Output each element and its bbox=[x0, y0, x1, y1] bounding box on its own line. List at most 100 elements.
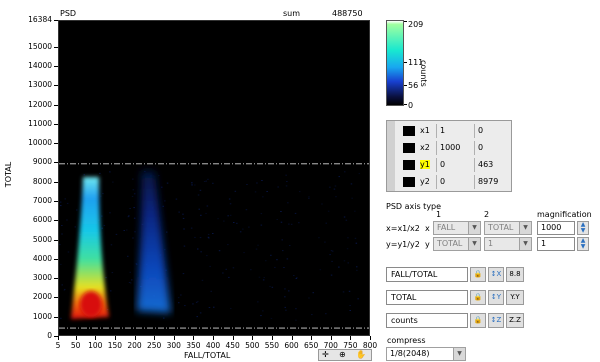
x-format-button[interactable]: 8.8 bbox=[506, 267, 524, 282]
cursor-swatch-icon[interactable] bbox=[403, 126, 415, 136]
y-tick-mark bbox=[54, 85, 58, 87]
chevron-down-icon[interactable]: ▼ bbox=[519, 222, 531, 234]
y-tick-label: 7000 bbox=[32, 195, 52, 205]
compress-value: 1/8(2048) bbox=[390, 349, 430, 358]
heatmap-noise-cell bbox=[284, 306, 286, 308]
chevron-down-icon[interactable]: ▼ bbox=[468, 238, 480, 250]
z-autoscale-icon[interactable]: ↕Z bbox=[488, 313, 504, 328]
heatmap-noise-cell bbox=[232, 267, 235, 269]
heatmap-noise-cell bbox=[321, 203, 323, 205]
y-magnification-input[interactable]: 1 bbox=[537, 237, 575, 251]
y-tick-mark bbox=[54, 162, 58, 164]
x-axis-letter: x bbox=[425, 224, 430, 233]
cursor-x-value: 1 bbox=[440, 126, 446, 135]
lock-icon[interactable]: 🔒 bbox=[470, 290, 486, 305]
lock-icon[interactable]: 🔒 bbox=[470, 267, 486, 282]
compress-select[interactable]: 1/8(2048) ▼ bbox=[386, 347, 466, 361]
y-tick-mark bbox=[54, 143, 58, 145]
heatmap-noise-cell bbox=[233, 222, 235, 223]
cursor-row-x1[interactable]: x1 1 0 bbox=[398, 124, 510, 138]
graph-palette[interactable]: ✛ ⊕ ✋ bbox=[318, 349, 372, 361]
zoom-icon[interactable]: ⊕ bbox=[339, 350, 346, 359]
heatmap-noise-cell bbox=[349, 310, 351, 311]
heatmap-noise-cell bbox=[201, 279, 204, 281]
cursor-swatch-icon[interactable] bbox=[403, 143, 415, 153]
y-axis-name-field[interactable]: TOTAL bbox=[386, 290, 468, 305]
y-tick-mark bbox=[54, 123, 58, 125]
heatmap-noise-cell bbox=[66, 219, 68, 221]
psd-heatmap[interactable] bbox=[59, 21, 370, 336]
x-tick-label: 100 bbox=[88, 341, 103, 350]
heatmap-noise-cell bbox=[283, 267, 285, 268]
heatmap-noise-cell bbox=[335, 196, 337, 198]
heatmap-noise-cell bbox=[205, 212, 207, 214]
chevron-down-icon[interactable]: ▼ bbox=[468, 222, 480, 234]
heatmap-noise-cell bbox=[199, 312, 202, 314]
heatmap-noise-cell bbox=[345, 219, 348, 221]
y-format-button[interactable]: Y.Y bbox=[506, 290, 524, 305]
heatmap-noise-cell bbox=[266, 191, 268, 192]
x-select-2[interactable]: TOTAL ▼ bbox=[484, 221, 532, 235]
x-tick-label: 650 bbox=[303, 341, 319, 350]
cursor-swatch-icon[interactable] bbox=[403, 160, 415, 170]
y-tick-mark bbox=[54, 297, 58, 299]
heatmap-noise-cell bbox=[105, 277, 107, 279]
y-select-1[interactable]: TOTAL ▼ bbox=[433, 237, 481, 251]
psd-axis-title: PSD axis type bbox=[386, 202, 442, 211]
chevron-down-icon[interactable]: ▼ bbox=[519, 238, 531, 250]
x-tick-label: 5 bbox=[55, 341, 61, 350]
y-tick-mark bbox=[54, 278, 58, 280]
heatmap-noise-cell bbox=[286, 258, 289, 260]
y-magnification-stepper[interactable]: ▲ ▼ bbox=[577, 237, 589, 251]
heatmap-noise-cell bbox=[260, 315, 262, 317]
y-select-1-value: TOTAL bbox=[437, 239, 463, 248]
z-format-button[interactable]: Z.Z bbox=[506, 313, 524, 328]
x-magnification-input[interactable]: 1000 bbox=[537, 221, 575, 235]
heatmap-noise-cell bbox=[325, 313, 327, 315]
heatmap-noise-cell bbox=[178, 211, 180, 213]
lock-icon[interactable]: 🔒 bbox=[470, 313, 486, 328]
cursor-row-y2[interactable]: y2 0 8979 bbox=[398, 175, 510, 189]
x-select-1[interactable]: FALL ▼ bbox=[433, 221, 481, 235]
z-axis-name-field[interactable]: counts bbox=[386, 313, 468, 328]
cursor-row-x2[interactable]: x2 1000 0 bbox=[398, 141, 510, 155]
heatmap-noise-cell bbox=[243, 252, 245, 254]
heatmap-noise-cell bbox=[276, 259, 278, 261]
crosshair-icon[interactable]: ✛ bbox=[322, 350, 329, 359]
heatmap-noise-cell bbox=[111, 272, 114, 274]
psd-plot[interactable] bbox=[58, 20, 370, 336]
heatmap-noise-cell bbox=[182, 213, 184, 215]
heatmap-noise-cell bbox=[207, 233, 210, 235]
heatmap-noise-cell bbox=[126, 229, 128, 231]
heatmap-noise-cell bbox=[131, 279, 133, 281]
heatmap-noise-cell bbox=[128, 215, 130, 217]
x-autoscale-icon[interactable]: ↕X bbox=[488, 267, 504, 282]
heatmap-noise-cell bbox=[308, 196, 310, 198]
x-axis-name-field[interactable]: FALL/TOTAL bbox=[386, 267, 468, 282]
heatmap-noise-cell bbox=[200, 251, 202, 253]
heatmap-noise-cell bbox=[199, 237, 202, 239]
x-select-2-value: TOTAL bbox=[488, 223, 514, 232]
x-magnification-stepper[interactable]: ▲ ▼ bbox=[577, 221, 589, 235]
hand-icon[interactable]: ✋ bbox=[356, 350, 366, 359]
cursor-swatch-icon[interactable] bbox=[403, 177, 415, 187]
heatmap-noise-cell bbox=[256, 182, 258, 184]
heatmap-noise-cell bbox=[191, 182, 193, 184]
col2-label: 2 bbox=[484, 210, 490, 219]
heatmap-noise-cell bbox=[229, 203, 232, 205]
sum-label: sum bbox=[283, 9, 301, 18]
y-select-2[interactable]: 1 ▼ bbox=[484, 237, 532, 251]
heatmap-noise-cell bbox=[135, 263, 138, 265]
x-tick-label: 750 bbox=[343, 341, 358, 350]
y-tick-mark bbox=[54, 104, 58, 106]
heatmap-noise-cell bbox=[357, 298, 359, 300]
y-autoscale-icon[interactable]: ↕Y bbox=[488, 290, 504, 305]
heatmap-noise-cell bbox=[161, 186, 163, 188]
cursor-y-value: 8979 bbox=[478, 177, 499, 186]
y-tick-mark bbox=[54, 20, 58, 21]
heatmap-noise-cell bbox=[223, 220, 225, 222]
heatmap-noise-cell bbox=[276, 219, 278, 220]
chevron-down-icon[interactable]: ▼ bbox=[453, 348, 465, 360]
heatmap-noise-cell bbox=[64, 288, 66, 290]
cursor-row-y1[interactable]: y1 0 463 bbox=[398, 158, 510, 172]
